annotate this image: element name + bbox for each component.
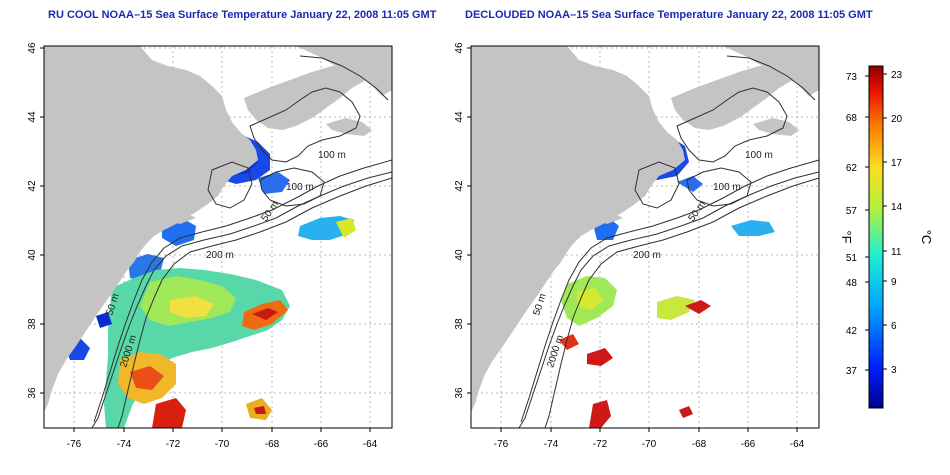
celsius-tick-label: 17 — [891, 158, 903, 169]
left-x-axis: -76 -74 -72 -70 -68 -66 -64 — [67, 428, 378, 450]
right-x-axis: -76 -74 -72 -70 -68 -66 -64 — [494, 428, 805, 450]
celsius-tick-label: 14 — [891, 202, 903, 213]
fahrenheit-label: °F — [839, 230, 854, 243]
y-tick-label: 38 — [27, 318, 38, 330]
right-map-panel: 100 m 100 m 50 m 200 m 50 m 2000 m -76 -… — [454, 42, 820, 450]
y-tick-label: 44 — [27, 111, 38, 123]
celsius-ticks: 23 20 17 14 11 9 6 3 — [891, 70, 903, 376]
left-map-panel: 100 m 100 m 50 m 200 m 50 m 2000 m -76 -… — [27, 42, 393, 450]
x-tick-label: -74 — [117, 439, 132, 450]
celsius-tick-label: 9 — [891, 277, 897, 288]
contour-label: 100 m — [745, 150, 773, 161]
colorbar-gradient — [868, 65, 884, 409]
x-tick-label: -64 — [363, 439, 378, 450]
y-tick-label: 40 — [454, 249, 465, 261]
celsius-tick-label: 20 — [891, 114, 903, 125]
x-tick-label: -70 — [215, 439, 230, 450]
left-map-frame — [43, 45, 393, 429]
fahrenheit-tick-label: 68 — [846, 113, 858, 124]
fahrenheit-tick-label: 37 — [846, 366, 858, 377]
y-tick-label: 36 — [454, 387, 465, 399]
x-tick-label: -70 — [642, 439, 657, 450]
contour-label: 100 m — [713, 182, 741, 193]
x-tick-label: -72 — [166, 439, 181, 450]
fahrenheit-tick-label: 48 — [846, 278, 858, 289]
contour-label: 100 m — [318, 150, 346, 161]
contour-label: 200 m — [206, 250, 234, 261]
celsius-label: °C — [919, 230, 934, 245]
celsius-tick-label: 3 — [891, 365, 897, 376]
celsius-tick-label: 6 — [891, 321, 897, 332]
x-tick-label: -64 — [790, 439, 805, 450]
celsius-tick-label: 11 — [891, 247, 902, 258]
fahrenheit-tick-label: 42 — [846, 326, 858, 337]
left-panel-title: RU COOL NOAA–15 Sea Surface Temperature … — [48, 9, 437, 21]
fahrenheit-tick-label: 73 — [846, 72, 858, 83]
right-y-axis: 36 38 40 42 44 46 — [454, 42, 471, 399]
x-tick-label: -76 — [494, 439, 509, 450]
fahrenheit-tick-label: 51 — [846, 253, 858, 264]
right-map-frame — [470, 45, 820, 429]
y-tick-label: 36 — [27, 387, 38, 399]
fahrenheit-tick-label: 62 — [846, 163, 858, 174]
contour-label: 100 m — [286, 182, 314, 193]
fahrenheit-ticks: 73 68 62 57 51 48 42 37 — [846, 72, 858, 377]
left-y-axis: 36 38 40 42 44 46 — [27, 42, 44, 399]
y-tick-label: 40 — [27, 249, 38, 261]
y-tick-label: 38 — [454, 318, 465, 330]
x-tick-label: -72 — [593, 439, 608, 450]
x-tick-label: -68 — [265, 439, 280, 450]
y-tick-label: 44 — [454, 111, 465, 123]
y-tick-label: 42 — [27, 180, 38, 192]
x-tick-label: -74 — [544, 439, 559, 450]
x-tick-label: -66 — [741, 439, 756, 450]
contour-label: 200 m — [633, 250, 661, 261]
y-tick-label: 42 — [454, 180, 465, 192]
x-tick-label: -68 — [692, 439, 707, 450]
y-tick-label: 46 — [454, 42, 465, 54]
y-tick-label: 46 — [27, 42, 38, 54]
x-tick-label: -76 — [67, 439, 82, 450]
colorbar: 73 68 62 57 51 48 42 37 23 20 17 14 11 9… — [839, 65, 934, 409]
celsius-tick-label: 23 — [891, 70, 903, 81]
fahrenheit-tick-label: 57 — [846, 206, 858, 217]
contour-label: 2000 m — [545, 334, 566, 369]
right-panel-title: DECLOUDED NOAA–15 Sea Surface Temperatur… — [465, 9, 873, 21]
x-tick-label: -66 — [314, 439, 329, 450]
